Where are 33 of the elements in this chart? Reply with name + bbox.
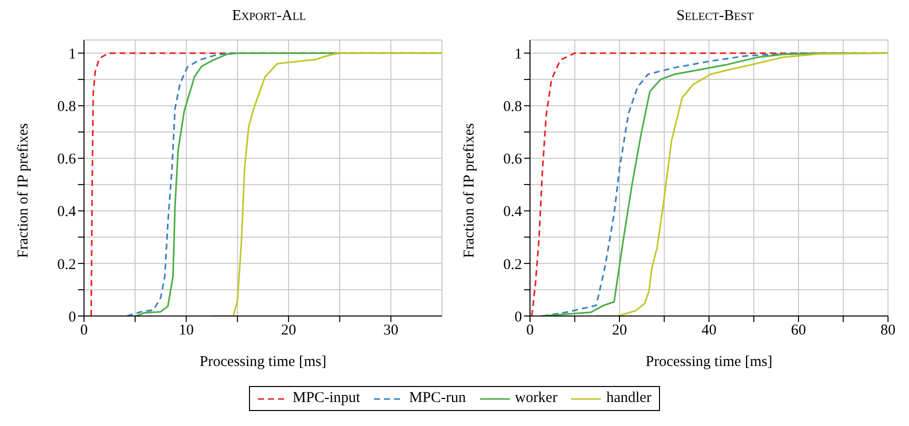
legend-label: MPC-run — [409, 390, 466, 407]
y-tick-label: 0.2 — [503, 256, 522, 273]
x-axis-title: Processing time [ms] — [200, 354, 326, 370]
y-tick-label: 0.6 — [503, 152, 522, 168]
y-tick-label: 0.4 — [503, 204, 522, 220]
line-series — [212, 52, 442, 316]
y-tick-label: 0.4 — [57, 204, 76, 220]
legend-label: handler — [606, 390, 652, 407]
y-tick-label: 1 — [68, 46, 76, 62]
x-tick-label: 20 — [281, 322, 296, 339]
x-tick-label: 10 — [178, 322, 194, 339]
y-axis-title: Fraction of IP prefixes — [461, 123, 478, 258]
x-tick-label: 60 — [791, 322, 806, 339]
x-tick-label: 30 — [383, 322, 398, 339]
legend-label: worker — [514, 390, 558, 407]
x-tick-label: 20 — [612, 322, 627, 339]
y-tick-label: 1 — [514, 46, 522, 62]
line-series — [595, 52, 888, 316]
x-tick-label: 40 — [702, 322, 716, 339]
y-tick-label: 0.8 — [503, 99, 522, 116]
y-tick-label: 0 — [68, 309, 76, 326]
x-tick-label: 0 — [526, 322, 534, 339]
y-tick-label: 0 — [514, 309, 522, 326]
x-tick-label: 0 — [80, 322, 88, 339]
y-tick-label: 0.2 — [57, 256, 76, 273]
chart-title: Select-Best — [675, 8, 755, 26]
legend-label: MPC-input — [292, 390, 360, 407]
chart-title: Export-All — [231, 8, 307, 26]
x-tick-label: 80 — [880, 322, 896, 339]
y-tick-label: 0.8 — [57, 99, 76, 116]
y-axis-title: Fraction of IP prefixes — [15, 123, 32, 258]
y-tick-label: 0.6 — [57, 152, 76, 168]
x-axis-title: Processing time [ms] — [646, 354, 772, 370]
